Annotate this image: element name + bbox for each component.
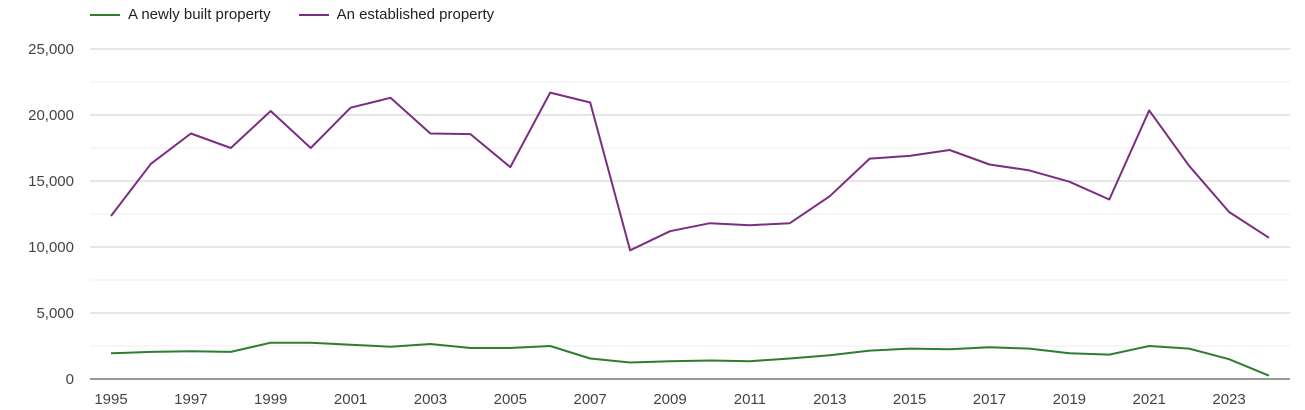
x-tick-label: 2019 (1053, 391, 1086, 408)
x-tick-label: 1995 (94, 391, 127, 408)
y-axis-ticks: 0 5,000 10,000 15,000 20,000 25,000 (28, 41, 74, 388)
y-tick-label: 25,000 (28, 41, 74, 58)
x-tick-label: 2011 (734, 391, 766, 408)
y-tick-label: 10,000 (28, 239, 74, 256)
x-tick-label: 2013 (813, 391, 846, 408)
x-tick-label: 2021 (1133, 391, 1166, 408)
legend-item-established[interactable]: An established property (298, 6, 495, 23)
x-tick-label: 2009 (653, 391, 686, 408)
x-tick-label: 2007 (573, 391, 606, 408)
grid-lines (90, 48, 1290, 347)
legend-swatch-new (90, 13, 120, 16)
legend-label-new: A newly built property (128, 6, 271, 23)
y-tick-label: 15,000 (28, 173, 74, 190)
y-tick-label: 0 (66, 371, 74, 388)
x-tick-label: 2015 (893, 391, 926, 408)
x-tick-label: 2003 (414, 391, 447, 408)
x-tick-label: 2001 (334, 391, 367, 408)
x-tick-label: 1999 (254, 391, 287, 408)
x-tick-label: 2023 (1212, 391, 1245, 408)
legend-label-established: An established property (336, 6, 495, 23)
series-line-established (110, 91, 1270, 252)
legend: A newly built property An established pr… (90, 6, 494, 23)
x-axis-ticks: 1995 1997 1999 2001 2003 2005 2007 2009 2011 2013… (94, 391, 1245, 408)
x-tick-label: 2005 (494, 391, 527, 408)
series-lines (110, 91, 1270, 377)
x-tick-label: 2017 (973, 391, 1006, 408)
legend-swatch-established (298, 13, 329, 16)
y-tick-label: 5,000 (36, 305, 74, 322)
legend-item-new[interactable]: A newly built property (90, 6, 271, 23)
series-line-newly-built (110, 341, 1270, 377)
y-tick-label: 20,000 (28, 107, 74, 124)
x-tick-label: 1997 (174, 391, 207, 408)
